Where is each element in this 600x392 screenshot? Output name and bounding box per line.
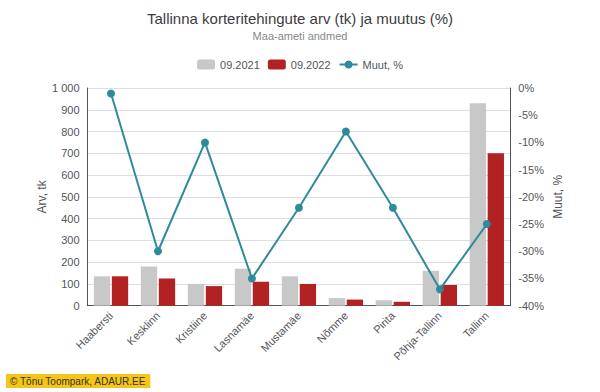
svg-text:-25%: -25%: [518, 218, 544, 230]
svg-text:500: 500: [61, 191, 79, 203]
svg-text:Lasnamäe: Lasnamäe: [211, 309, 256, 354]
svg-text:-5%: -5%: [518, 109, 538, 121]
svg-text:-10%: -10%: [518, 136, 544, 148]
svg-text:Maa-ameti andmed: Maa-ameti andmed: [253, 30, 348, 42]
svg-text:Kesklinn: Kesklinn: [124, 309, 162, 347]
svg-text:800: 800: [61, 126, 79, 138]
svg-text:-15%: -15%: [518, 164, 544, 176]
svg-text:Kristiine: Kristiine: [173, 309, 209, 345]
svg-text:900: 900: [61, 104, 79, 116]
svg-text:Tallinna korteritehingute arv: Tallinna korteritehingute arv (tk) ja mu…: [147, 10, 453, 27]
svg-text:09.2022: 09.2022: [291, 59, 331, 71]
svg-text:-35%: -35%: [518, 272, 544, 284]
svg-text:Muut, %: Muut, %: [551, 175, 565, 219]
svg-text:0%: 0%: [518, 82, 534, 94]
svg-text:Põhja-Tallinn: Põhja-Tallinn: [391, 309, 444, 362]
svg-text:400: 400: [61, 213, 79, 225]
svg-text:600: 600: [61, 169, 79, 181]
svg-text:-30%: -30%: [518, 245, 544, 257]
svg-text:Muut, %: Muut, %: [363, 59, 404, 71]
svg-text:Nõmme: Nõmme: [314, 309, 350, 345]
svg-text:700: 700: [61, 147, 79, 159]
svg-text:© Tõnu Toompark, ADAUR.EE: © Tõnu Toompark, ADAUR.EE: [10, 376, 146, 387]
svg-text:09.2021: 09.2021: [220, 59, 260, 71]
svg-text:Pirita: Pirita: [371, 309, 398, 336]
svg-text:Tallinn: Tallinn: [461, 309, 492, 340]
svg-text:1 000: 1 000: [52, 82, 80, 94]
svg-text:-40%: -40%: [518, 300, 544, 312]
svg-text:0: 0: [73, 300, 79, 312]
svg-text:Mustamäe: Mustamäe: [258, 309, 303, 354]
svg-text:100: 100: [61, 278, 79, 290]
svg-text:Arv, tk: Arv, tk: [35, 179, 49, 213]
svg-text:200: 200: [61, 256, 79, 268]
svg-text:-20%: -20%: [518, 191, 544, 203]
svg-text:300: 300: [61, 234, 79, 246]
svg-text:Haabersti: Haabersti: [74, 309, 116, 351]
